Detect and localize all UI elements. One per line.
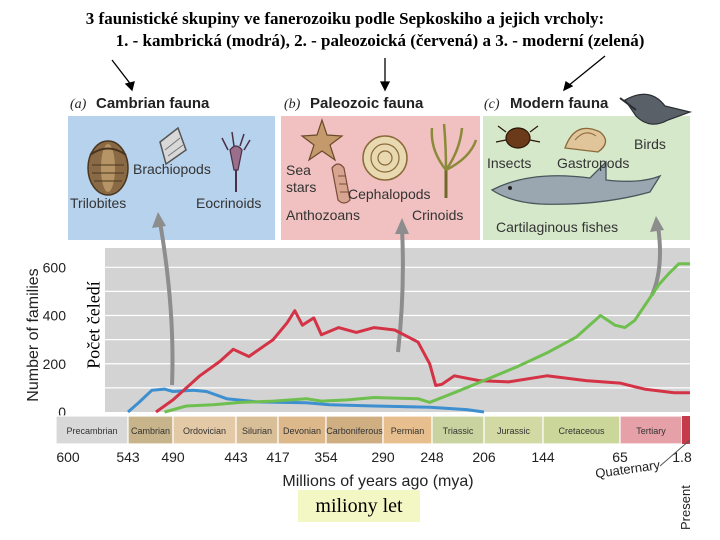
period-label: Jurassic: [497, 426, 531, 436]
y-tick-label: 400: [43, 308, 67, 324]
panel-c-title: Modern fauna: [510, 95, 609, 112]
present-label: Present: [678, 485, 693, 530]
label-trilobites: Trilobites: [70, 195, 126, 211]
panel-c-letter: (c): [484, 97, 500, 112]
title-arrows: [111, 55, 606, 92]
label-cartilaginous-fishes: Cartilaginous fishes: [496, 219, 618, 235]
label-eocrinoids: Eocrinoids: [196, 195, 261, 211]
x-tick-label: 417: [266, 449, 290, 465]
quaternary-leader: [659, 439, 691, 467]
period-label: Ordovician: [183, 426, 226, 436]
period-label: Cretaceous: [558, 426, 605, 436]
label-birds: Birds: [634, 136, 666, 152]
curve-arrowhead-modern: [650, 216, 664, 232]
arrowhead-paleozoic: [379, 81, 391, 92]
period-label: Devonian: [283, 426, 321, 436]
y-tick-label: 600: [43, 259, 67, 275]
x-axis: 600 543 490 443 417 354 290 248 206 144 65 1.8: [56, 449, 692, 465]
x-tick-label: 206: [472, 449, 496, 465]
gastropod-illustration: [564, 127, 607, 153]
arrowhead-cambrian: [124, 81, 135, 92]
period-label: Carboniferous: [326, 426, 383, 436]
series-line-paleozoic: [155, 309, 690, 414]
trilobite-illustration: [87, 140, 129, 196]
period-jurassic: [483, 415, 544, 445]
label-anthozoans: Anthozoans: [286, 207, 360, 223]
panel-a-letter: (a): [70, 97, 87, 112]
x-tick-label: 600: [56, 449, 80, 465]
series-line-cambrian: [127, 387, 485, 414]
period-label: Permian: [391, 426, 425, 436]
x-tick-label: 144: [531, 449, 555, 465]
label-crinoids: Crinoids: [412, 207, 463, 223]
curve-arrowhead-paleozoic: [395, 218, 409, 234]
x-tick-label: 490: [161, 449, 185, 465]
y-axis: 0 200 400 600: [43, 259, 67, 420]
shark-illustration: [490, 160, 662, 205]
arrowhead-modern: [563, 80, 574, 92]
title-line-2: 1. - kambrická (modrá), 2. - paleozoická…: [115, 31, 645, 50]
geologic-period-strip: Precambrian Cambrian Ordovician Silurian Dev…: [55, 415, 690, 445]
label-brachiopods: Brachiopods: [133, 161, 211, 177]
series-line-modern: [164, 262, 690, 414]
period-quaternary: [682, 416, 690, 444]
panel-arrows: [152, 212, 664, 386]
x-tick-label: 1.8: [672, 449, 692, 465]
curve-arrow-cambrian: [158, 221, 175, 386]
period-ordovician: [172, 415, 237, 445]
period-label: Cambrian: [131, 426, 170, 436]
crinoid-illustration: [430, 123, 478, 198]
x-tick-label: 443: [224, 449, 248, 465]
period-devonian: [277, 415, 327, 445]
label-cephalopods: Cephalopods: [348, 186, 431, 202]
anthozoan-illustration: [331, 163, 351, 204]
x-tick-label: 543: [116, 449, 140, 465]
y-axis-label-cz: Počet čeledí: [82, 250, 106, 400]
eocrinoid-illustration: [221, 131, 251, 192]
sea-star-illustration: [300, 118, 344, 162]
panel-b-title: Paleozoic fauna: [310, 95, 424, 112]
panel-a-title: Cambrian fauna: [96, 95, 210, 112]
arrow-modern: [567, 55, 606, 87]
x-tick-label: 354: [314, 449, 338, 465]
title-line-1: 3 faunistické skupiny ve fanerozoiku pod…: [85, 9, 605, 28]
label-gastropods: Gastropods: [557, 155, 629, 171]
y-axis-label: Number of families: [25, 268, 42, 401]
insect-illustration: [495, 125, 541, 149]
y-tick-label: 200: [43, 356, 67, 372]
period-carboniferous: [325, 415, 384, 445]
period-permian: [382, 415, 433, 445]
y-tick-label: 0: [58, 404, 66, 420]
period-label: Triassic: [443, 426, 474, 436]
x-axis-label-cz: miliony let: [298, 490, 420, 522]
brachiopod-illustration: [159, 126, 187, 166]
cephalopod-illustration: [362, 135, 408, 181]
arrow-cambrian: [111, 59, 133, 87]
curve-arrow-paleozoic: [396, 227, 405, 353]
x-tick-label: 65: [612, 449, 628, 465]
period-label: Precambrian: [66, 426, 117, 436]
label-stars: stars: [286, 179, 316, 195]
slide-title: 3 faunistické skupiny ve fanerozoiku pod…: [0, 8, 720, 52]
label-sea: Sea: [286, 162, 311, 178]
label-insects: Insects: [487, 155, 531, 171]
period-triassic: [431, 415, 485, 445]
period-cambrian: [127, 415, 174, 445]
x-tick-label: 290: [371, 449, 395, 465]
curve-arrowhead-cambrian: [152, 212, 166, 228]
x-axis-label: Millions of years ago (mya): [282, 473, 473, 490]
period-label: Tertiary: [636, 426, 666, 436]
x-tick-label: 248: [420, 449, 444, 465]
period-label: Silurian: [242, 426, 272, 436]
series-layer: [127, 262, 690, 414]
period-cretaceous: [542, 415, 621, 445]
period-precambrian: [55, 415, 129, 445]
y-axis-label-cz-text: Počet čeledí: [83, 281, 104, 369]
quaternary-label: Quaternary: [594, 457, 661, 481]
panel-b-letter: (b): [284, 97, 301, 112]
bird-illustration: [619, 93, 693, 125]
